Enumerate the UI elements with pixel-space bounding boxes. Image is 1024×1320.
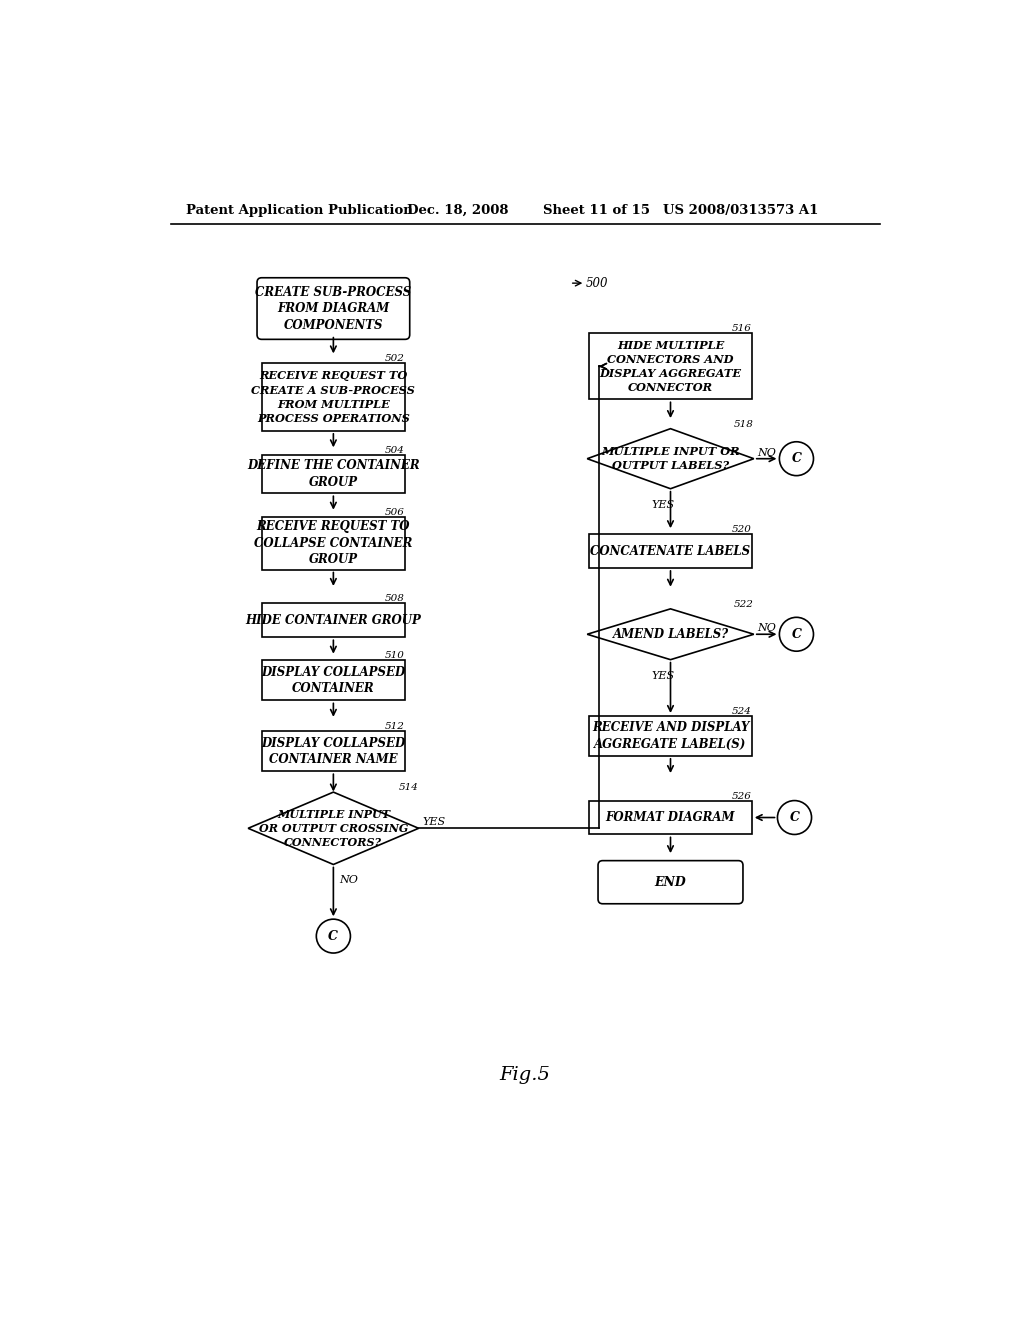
Text: 504: 504 [385,446,406,455]
Text: CREATE SUB-PROCESS
FROM DIAGRAM
COMPONENTS: CREATE SUB-PROCESS FROM DIAGRAM COMPONEN… [255,285,412,331]
Circle shape [777,800,812,834]
Text: MULTIPLE INPUT
OR OUTPUT CROSSING
CONNECTORS?: MULTIPLE INPUT OR OUTPUT CROSSING CONNEC… [259,809,408,847]
Text: Fig.5: Fig.5 [500,1065,550,1084]
Text: 526: 526 [732,792,752,800]
FancyBboxPatch shape [589,333,752,400]
Text: 506: 506 [385,508,406,517]
Text: C: C [329,929,338,942]
Text: 514: 514 [398,783,419,792]
Circle shape [316,919,350,953]
Circle shape [779,618,813,651]
FancyBboxPatch shape [257,277,410,339]
Text: 508: 508 [385,594,406,603]
Text: DEFINE THE CONTAINER
GROUP: DEFINE THE CONTAINER GROUP [247,459,420,488]
Text: NO: NO [758,623,776,634]
Text: 502: 502 [385,354,406,363]
Polygon shape [587,429,754,488]
Text: YES: YES [423,817,445,828]
Text: HIDE MULTIPLE
CONNECTORS AND
DISPLAY AGGREGATE
CONNECTOR: HIDE MULTIPLE CONNECTORS AND DISPLAY AGG… [599,339,741,393]
Text: 518: 518 [734,420,754,429]
FancyBboxPatch shape [589,535,752,568]
FancyBboxPatch shape [589,800,752,834]
Text: FORMAT DIAGRAM: FORMAT DIAGRAM [606,810,735,824]
Polygon shape [248,792,419,865]
FancyBboxPatch shape [262,455,406,494]
Text: NO: NO [340,875,358,884]
Text: MULTIPLE INPUT OR
OUTPUT LABELS?: MULTIPLE INPUT OR OUTPUT LABELS? [601,446,739,471]
FancyBboxPatch shape [598,861,743,904]
Text: NO: NO [758,447,776,458]
Text: 512: 512 [385,722,406,731]
FancyBboxPatch shape [262,363,406,430]
Text: C: C [792,453,802,465]
Text: YES: YES [651,500,675,511]
Polygon shape [587,609,754,660]
Text: RECEIVE REQUEST TO
CREATE A SUB-PROCESS
FROM MULTIPLE
PROCESS OPERATIONS: RECEIVE REQUEST TO CREATE A SUB-PROCESS … [252,371,416,424]
Text: 510: 510 [385,652,406,660]
FancyBboxPatch shape [262,517,406,570]
Text: US 2008/0313573 A1: US 2008/0313573 A1 [663,205,818,218]
Text: Sheet 11 of 15: Sheet 11 of 15 [543,205,649,218]
FancyBboxPatch shape [262,660,406,701]
Text: RECEIVE REQUEST TO
COLLAPSE CONTAINER
GROUP: RECEIVE REQUEST TO COLLAPSE CONTAINER GR… [254,520,413,566]
Text: END: END [654,875,686,888]
FancyBboxPatch shape [589,715,752,756]
Text: 500: 500 [586,277,608,289]
Text: 522: 522 [734,599,754,609]
Text: 516: 516 [732,325,752,333]
Text: C: C [792,628,802,640]
Circle shape [779,442,813,475]
Text: RECEIVE AND DISPLAY
AGGREGATE LABEL(S): RECEIVE AND DISPLAY AGGREGATE LABEL(S) [592,721,750,751]
FancyBboxPatch shape [262,603,406,638]
Text: AMEND LABELS?: AMEND LABELS? [612,628,728,640]
Text: CONCATENATE LABELS: CONCATENATE LABELS [591,545,751,557]
Text: C: C [790,810,800,824]
Text: Patent Application Publication: Patent Application Publication [186,205,413,218]
Text: 520: 520 [732,525,752,535]
FancyBboxPatch shape [262,731,406,771]
Text: HIDE CONTAINER GROUP: HIDE CONTAINER GROUP [246,614,421,627]
Text: Dec. 18, 2008: Dec. 18, 2008 [407,205,509,218]
Text: DISPLAY COLLAPSED
CONTAINER NAME: DISPLAY COLLAPSED CONTAINER NAME [261,737,406,766]
Text: 524: 524 [732,708,752,715]
Text: YES: YES [651,671,675,681]
Text: DISPLAY COLLAPSED
CONTAINER: DISPLAY COLLAPSED CONTAINER [261,665,406,696]
